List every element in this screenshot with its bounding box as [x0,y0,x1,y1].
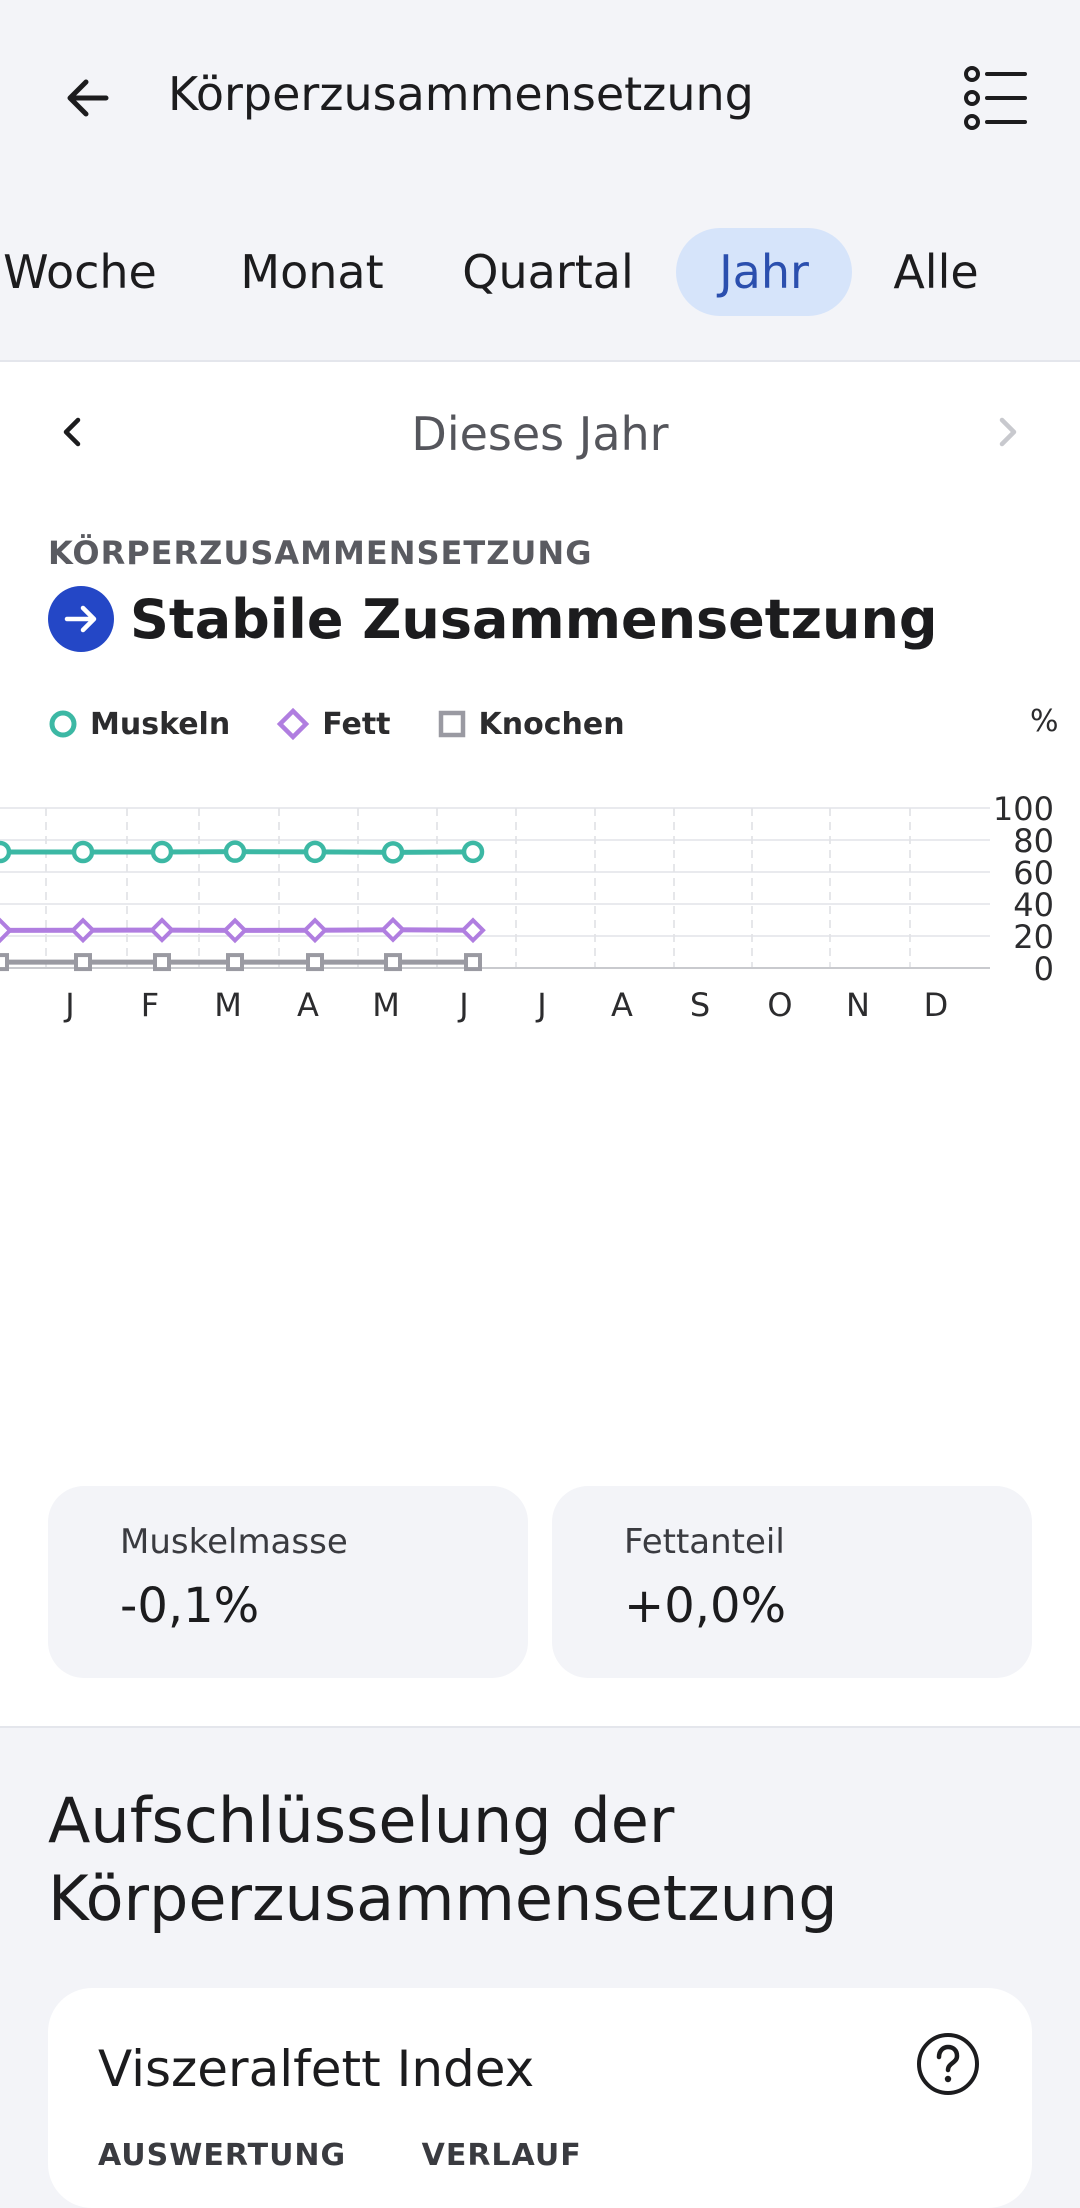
data-point-muskeln [71,840,95,864]
y-tick-label: 20 [1013,918,1054,956]
x-tick-label: J [535,986,546,1024]
data-point-knochen [74,953,92,972]
period-tabs: Woche Monat Quartal Jahr Alle [0,228,1080,324]
page-title: Körperzusammensetzung [168,67,754,121]
trend-status: Stabile Zusammensetzung [48,584,938,654]
legend-item-muscle: Muskeln [48,707,230,742]
top-app-bar: Körperzusammensetzung [0,0,1080,190]
data-point-fett [0,917,13,944]
x-tick-label: J [63,986,74,1024]
legend-item-fat: Fett [276,706,391,742]
x-tick-label: M [214,986,242,1024]
data-point-muskeln [461,840,485,864]
data-point-fett [460,917,486,944]
stat-card-muscle: Muskelmasse -0,1% [48,1486,528,1678]
data-point-fett [302,917,328,944]
section-label: KÖRPERZUSAMMENSETZUNG [48,534,593,572]
square-marker-icon [438,710,465,738]
data-point-knochen [464,953,482,972]
y-tick-label: 60 [1013,854,1054,892]
tab-quartal[interactable]: Quartal [462,245,634,299]
visceral-sub-tabs: AUSWERTUNG VERLAUF [98,2138,646,2173]
legend-label-fat: Fett [322,706,391,742]
data-point-fett [70,917,96,944]
chevron-right-icon [999,417,1017,447]
previous-period-button[interactable] [40,400,104,464]
data-point-muskeln [381,841,405,864]
y-tick-label: 80 [1013,822,1054,860]
data-point-knochen [0,953,9,972]
stat-label-muscle: Muskelmasse [120,1522,348,1562]
x-tick-label: M [372,986,400,1024]
x-tick-label: O [767,986,792,1024]
data-point-muskeln [150,840,174,864]
data-point-fett [380,916,406,943]
list-icon [964,66,1027,130]
data-point-knochen [226,953,244,972]
data-point-knochen [306,953,324,972]
tab-alle[interactable]: Alle [893,245,979,299]
data-point-knochen [384,953,402,972]
trend-text: Stabile Zusammensetzung [130,587,938,651]
next-period-button[interactable] [976,400,1040,464]
y-tick-label: 0 [1034,950,1054,988]
x-tick-label: S [690,986,710,1024]
data-point-muskeln [223,840,247,863]
help-button[interactable] [910,2026,986,2102]
circle-marker-icon [49,710,77,738]
data-point-fett [222,917,248,944]
tab-monat[interactable]: Monat [240,245,384,299]
x-tick-label: J [457,986,468,1024]
diamond-marker-icon [277,707,310,741]
x-tick-label: N [846,986,870,1024]
visceral-fat-card[interactable]: Viszeralfett Index AUSWERTUNG VERLAUF [48,1988,1032,2208]
chart-unit-label: % [1030,704,1059,739]
legend-item-bone: Knochen [437,707,625,742]
stat-value-muscle: -0,1% [120,1578,260,1634]
visceral-fat-title: Viszeralfett Index [98,2040,535,2098]
back-button[interactable] [48,58,128,138]
stat-value-fat: +0,0% [624,1578,787,1634]
data-point-knochen [153,953,171,972]
stat-card-fat: Fettanteil +0,0% [552,1486,1032,1678]
breakdown-title: Aufschlüsselung der Körperzusammensetzun… [48,1784,838,1935]
tab-jahr[interactable]: Jahr [676,228,852,316]
question-mark-icon [917,2033,979,2095]
legend-label-bone: Knochen [478,706,625,742]
chart-legend: Muskeln Fett Knochen [48,704,671,744]
y-tick-label: 40 [1013,886,1054,924]
sub-tab-history[interactable]: VERLAUF [421,2138,582,2173]
tab-woche[interactable]: Woche [3,245,157,299]
data-point-muskeln [303,840,327,864]
list-menu-button[interactable] [950,52,1042,144]
period-label: Dieses Jahr [411,407,669,461]
sub-tab-evaluation[interactable]: AUSWERTUNG [98,2138,347,2173]
stat-label-fat: Fettanteil [624,1522,785,1562]
x-tick-label: D [924,986,949,1024]
chevron-left-icon [63,417,81,447]
arrow-right-icon [48,586,114,652]
x-tick-label: A [297,986,319,1024]
x-tick-label: F [141,986,159,1024]
x-tick-label: A [611,986,633,1024]
legend-label-muscle: Muskeln [90,706,231,742]
data-point-muskeln [0,840,12,864]
arrow-left-icon [67,79,109,117]
composition-card: Dieses Jahr KÖRPERZUSAMMENSETZUNG Stabil… [0,360,1080,1728]
data-point-fett [149,917,175,943]
y-tick-label: 100 [993,790,1054,828]
